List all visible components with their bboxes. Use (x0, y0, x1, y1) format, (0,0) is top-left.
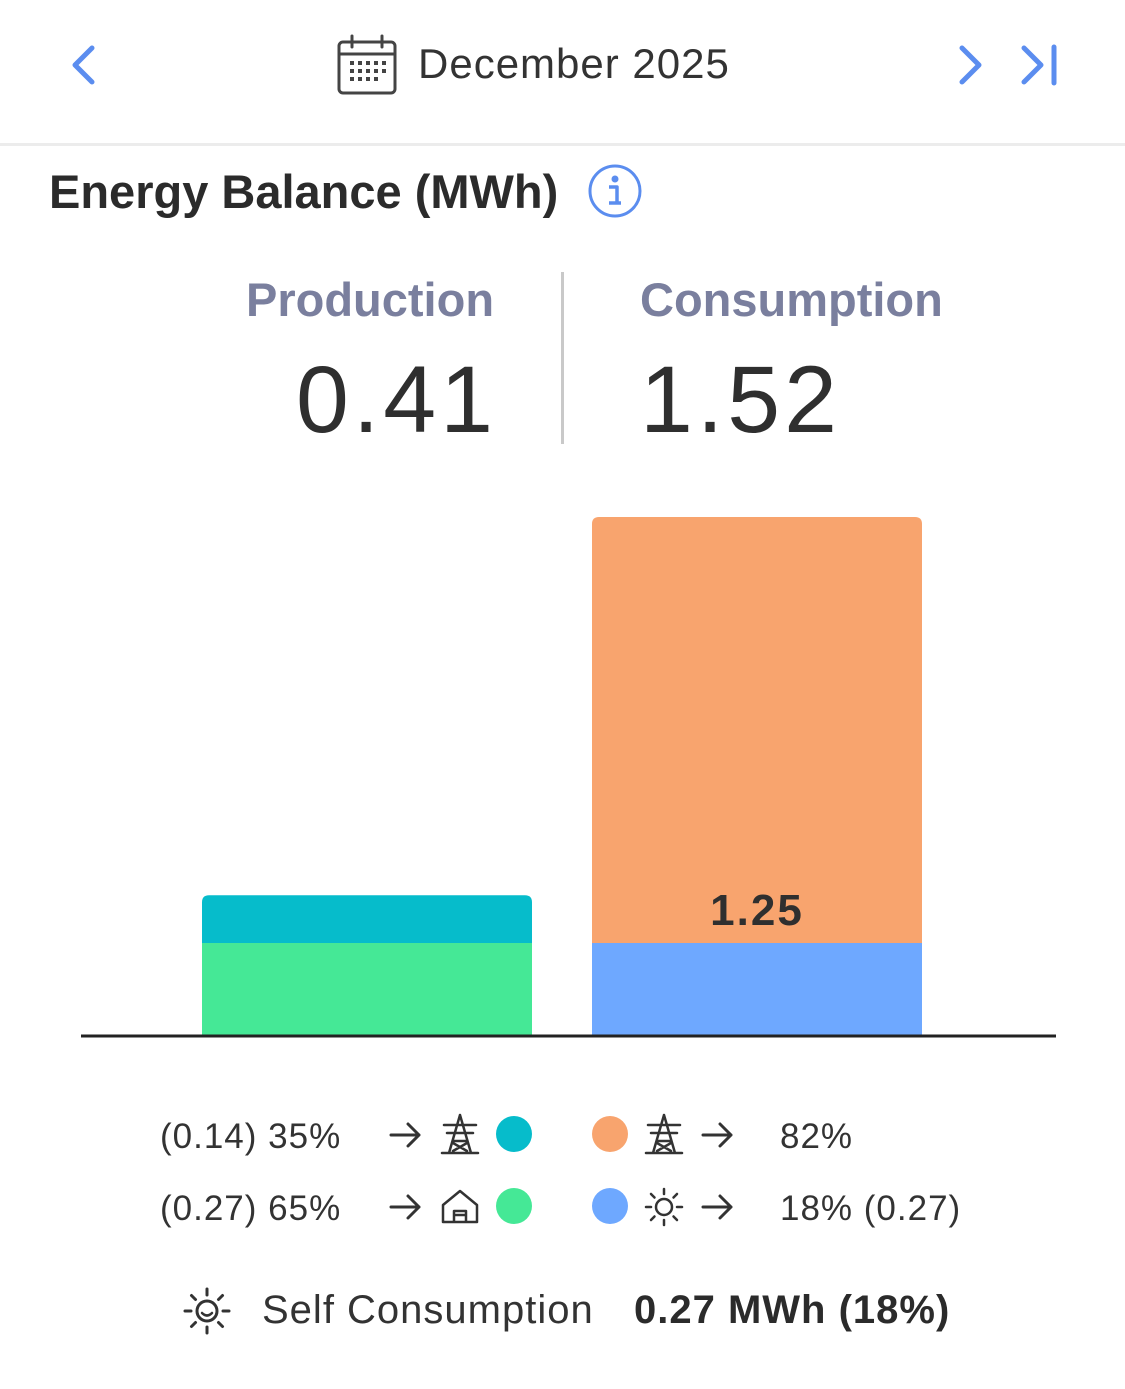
section-title: Energy Balance (MWh) (49, 165, 559, 218)
production-label: Production (246, 273, 495, 326)
home-icon (440, 1187, 480, 1230)
month-picker[interactable] (336, 34, 398, 96)
legend-production-export-text: (0.14) 35% (160, 1117, 342, 1156)
calendar-icon (336, 34, 398, 96)
power-tower-icon (644, 1113, 684, 1160)
sun-icon (644, 1187, 684, 1232)
next-month-button[interactable] (952, 42, 988, 88)
legend-consumption-selfconsumed-text: 18% (0.27) (780, 1189, 962, 1228)
prev-month-button[interactable] (66, 42, 102, 88)
legend-production-selfuse-text: (0.27) 65% (160, 1189, 342, 1228)
arrow-right-icon (388, 1189, 424, 1230)
production-value: 0.41 (296, 347, 497, 453)
info-icon (587, 164, 643, 223)
arrow-right-icon (700, 1117, 736, 1158)
chevron-right-icon (952, 42, 988, 88)
bar-segment-consumption-2 (592, 942, 922, 1035)
legend-consumption-import-text: 82% (780, 1117, 854, 1156)
energy-balance-chart: 1.25 (81, 517, 1056, 1038)
month-label[interactable]: December 2025 (418, 40, 730, 87)
bar-segment-production-0 (202, 942, 532, 1035)
last-month-button[interactable] (1018, 42, 1062, 88)
arrow-right-icon (700, 1189, 736, 1230)
consumption-label: Consumption (640, 273, 943, 326)
header-divider (0, 143, 1125, 146)
sun-icon (182, 1286, 232, 1341)
arrow-right-icon (388, 1117, 424, 1158)
bar-segment-consumption-3 (592, 517, 922, 943)
legend-dot-import (592, 1116, 628, 1152)
bar-segment-production-1 (202, 895, 532, 943)
skip-to-last-icon (1018, 42, 1062, 88)
self-consumption-value: 0.27 MWh (18%) (634, 1288, 951, 1332)
self-consumption-label: Self Consumption (262, 1288, 594, 1332)
power-tower-icon (440, 1113, 480, 1160)
info-button[interactable] (587, 163, 643, 224)
legend-dot-export (496, 1116, 532, 1152)
legend-dot-selfuse (496, 1188, 532, 1224)
legend-dot-selfconsumed (592, 1188, 628, 1224)
data-label-0: 1.25 (710, 886, 804, 935)
summary-separator (561, 272, 564, 444)
chevron-left-icon (66, 42, 102, 88)
consumption-value: 1.52 (640, 347, 841, 453)
